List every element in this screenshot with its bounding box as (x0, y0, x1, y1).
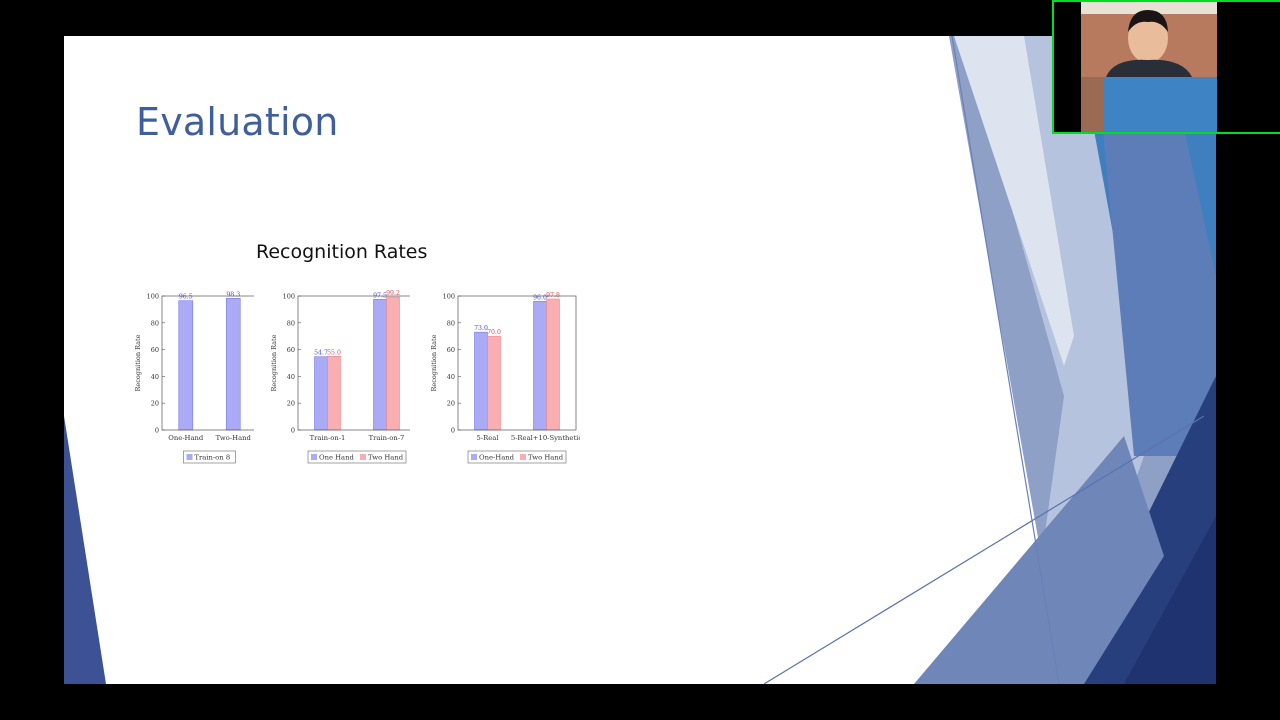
bar (533, 301, 547, 431)
y-tick-label: 0 (291, 427, 295, 435)
y-axis-label: Recognition Rate (134, 334, 142, 391)
person-head (1128, 13, 1168, 63)
y-tick-label: 100 (147, 293, 159, 301)
bar (386, 296, 400, 431)
y-tick-label: 60 (447, 346, 455, 354)
legend-swatch (186, 454, 193, 460)
bar-value-label: 54.7 (314, 350, 328, 357)
legend-label: Train-on 8 (195, 454, 231, 462)
legend-label: One-Hand (479, 454, 515, 462)
bar (178, 300, 194, 431)
y-tick-label: 20 (447, 400, 455, 408)
y-tick-label: 80 (151, 319, 159, 327)
legend-swatch (520, 454, 526, 460)
bar-value-label: 97.8 (546, 292, 560, 299)
plot-frame (297, 295, 410, 431)
deco-line-2 (763, 415, 1205, 684)
bar-value-label: 73.0 (474, 325, 488, 332)
legend-box (467, 450, 567, 464)
recognition-rates-heading: Recognition Rates (256, 241, 428, 263)
x-category-label: Train-on-7 (369, 434, 405, 442)
x-category-label: One-Hand (168, 434, 204, 442)
y-tick-label: 80 (287, 319, 295, 327)
legend-label: Two Hand (528, 454, 564, 462)
bar (225, 297, 241, 431)
x-category-label: 5-Real+10-Synthetic (511, 434, 580, 442)
plot-frame (161, 295, 254, 431)
y-axis-label: Recognition Rate (270, 334, 278, 391)
y-tick-label: 40 (447, 373, 455, 381)
y-tick-label: 0 (451, 427, 455, 435)
chart-real-vs-synthetic: Recognition Rate 0 20 40 60 80 100 73.070.0 5-Re… (430, 292, 580, 464)
left-wedge-shape (64, 416, 106, 684)
x-category-label: Two-Hand (216, 434, 252, 442)
slide: Evaluation Recognition Rates Recognition… (64, 36, 1216, 684)
x-category-label: Train-on-1 (310, 434, 346, 442)
facet-mid (1094, 36, 1216, 456)
bar-value-label: 96.5 (179, 294, 193, 301)
legend-swatch (360, 454, 366, 460)
y-tick-label: 100 (283, 293, 295, 301)
bar-value-label: 70.0 (487, 329, 501, 336)
legend-swatch (471, 454, 477, 460)
bar (373, 299, 387, 431)
facet-white (954, 36, 1074, 366)
plot-frame (457, 295, 577, 431)
chart-train-on-1-vs-7: Recognition Rate 0 20 40 60 80 100 54.7 55.0 Trai… (270, 290, 410, 464)
bar-value-label: 99.2 (386, 290, 400, 297)
y-tick-label: 40 (151, 373, 159, 381)
facet-navy (1124, 516, 1216, 684)
y-tick-label: 0 (155, 427, 159, 435)
slide-decoration (64, 36, 1216, 684)
y-tick-label: 20 (287, 400, 295, 408)
legend-swatch (311, 454, 317, 460)
person-hair (1128, 10, 1168, 32)
bar (487, 335, 501, 431)
legend-label: One Hand (319, 454, 354, 462)
y-tick-label: 40 (287, 373, 295, 381)
bar-value-label: 98.3 (226, 291, 240, 298)
webcam-feed (1081, 2, 1217, 132)
bar (314, 356, 328, 431)
y-tick-label: 60 (287, 346, 295, 354)
bar-value-label: 96.0 (533, 294, 547, 301)
bar (327, 356, 341, 431)
legend-box (307, 450, 407, 464)
y-tick-label: 60 (151, 346, 159, 354)
y-axis-label: Recognition Rate (430, 334, 438, 391)
y-tick-label: 20 (151, 400, 159, 408)
y-tick-label: 100 (443, 293, 455, 301)
legend-label: Two Hand (368, 454, 404, 462)
chart-train-on-8: Recognition Rate 0 20 40 60 80 100 96.5 One-Hand… (134, 291, 254, 464)
deco-line-1 (951, 36, 1060, 684)
y-tick-label: 80 (447, 319, 455, 327)
bar-value-label: 55.0 (327, 349, 341, 356)
person-body (1106, 59, 1192, 77)
bar (546, 298, 560, 431)
webcam-view (1052, 0, 1280, 134)
legend-box (183, 450, 236, 464)
bar (474, 331, 488, 431)
slide-title: Evaluation (136, 100, 339, 144)
x-category-label: 5-Real (477, 434, 499, 442)
